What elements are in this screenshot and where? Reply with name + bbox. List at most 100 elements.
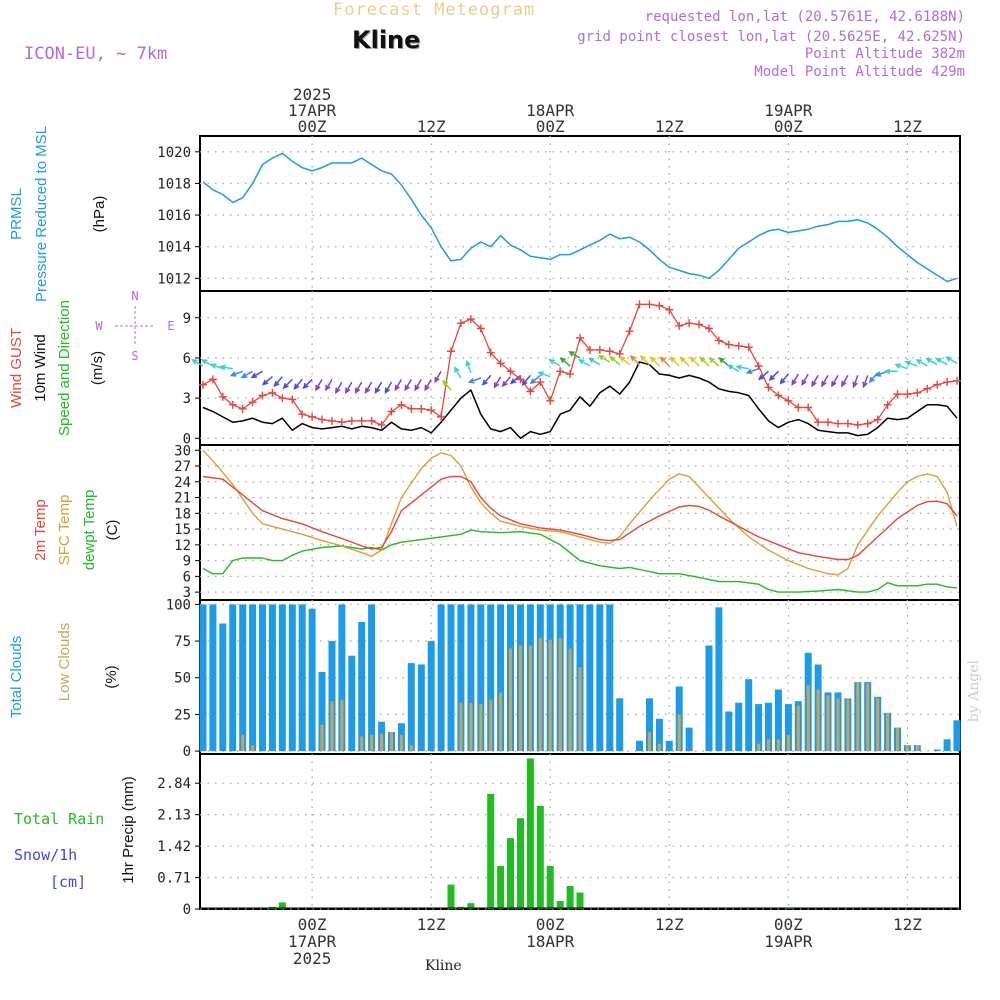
wind-direction-arrow — [779, 373, 789, 385]
low-cloud-bar — [469, 702, 473, 752]
wind-direction-arrow — [726, 364, 740, 372]
low-cloud-bar — [648, 732, 651, 752]
total-cloud-bar — [636, 740, 643, 752]
total-rain-label: Total Rain — [14, 810, 104, 828]
low-cloud-bar — [876, 698, 880, 752]
temperature-tick-label: 30 — [174, 443, 191, 459]
wind-gust-marker — [764, 383, 773, 392]
wind-direction-label: Speed and Direction — [56, 300, 73, 436]
rain-bar — [784, 908, 792, 909]
compass-cross — [115, 306, 155, 346]
total-cloud-bar — [467, 604, 475, 752]
low-cloud-bar — [370, 734, 374, 751]
total-cloud-bar — [437, 604, 445, 752]
wind-gust-marker — [923, 384, 932, 393]
wind-gust-marker — [437, 412, 446, 421]
wind-gust-marker — [337, 418, 346, 427]
wind-direction-arrow — [945, 356, 958, 364]
low-cloud-bar — [578, 667, 582, 752]
temp-unit-label: (C) — [104, 520, 121, 541]
clouds-unit-label: (%) — [103, 665, 120, 688]
rain-bar — [517, 818, 524, 909]
total-cloud-bar — [199, 604, 207, 752]
total-cloud-bar — [497, 604, 505, 752]
wind-direction-arrow — [250, 370, 263, 379]
wind-direction-arrow — [659, 356, 670, 367]
low-cloud-bar — [340, 699, 344, 751]
wind-direction-arrow — [757, 370, 769, 381]
wind-10m-label: 10m Wind — [32, 334, 49, 402]
low-cloud-bar — [786, 734, 790, 751]
wind-gust-marker — [208, 375, 217, 384]
wind-direction-arrow — [374, 381, 383, 395]
wind-direction-arrow — [521, 374, 531, 386]
wind-direction-arrow — [559, 357, 571, 367]
wind-gust-marker — [913, 388, 922, 397]
wind-gust-marker — [298, 410, 307, 419]
wind-gust-marker — [556, 367, 565, 376]
time-label-top: 00Z — [298, 117, 327, 136]
wind-gust-marker — [407, 404, 416, 413]
wind-direction-arrow — [597, 355, 611, 363]
total-cloud-bar — [348, 655, 356, 751]
pressure-line — [202, 152, 958, 283]
low-cloud-bar — [896, 727, 899, 752]
wind-gust-marker — [794, 403, 803, 412]
time-label-bottom: 19APR — [764, 932, 813, 951]
wind-direction-arrow — [335, 381, 343, 395]
wind-direction-arrow — [649, 356, 660, 367]
wind-gust-marker — [456, 319, 465, 328]
time-label-top: 19APR — [764, 101, 813, 120]
temperature-tick-label: 3 — [183, 585, 191, 601]
low-cloud-bar — [767, 739, 770, 751]
low-cloud-bar — [806, 685, 810, 752]
snow-label: Snow/1h — [14, 846, 77, 864]
wind-gust-marker — [585, 345, 594, 354]
low-cloud-bar — [836, 698, 840, 752]
wind-gust-marker — [903, 390, 912, 399]
clouds-tick-label: 50 — [174, 671, 191, 687]
wind-direction-arrow — [768, 370, 779, 382]
wind-direction-arrow — [481, 374, 492, 386]
low-cloud-bar — [489, 699, 493, 751]
wind-gust-marker — [953, 376, 962, 385]
wind-direction-arrow — [261, 376, 273, 386]
total-clouds-label: Total Clouds — [8, 636, 25, 719]
low-cloud-bar — [459, 702, 463, 752]
wind-gust-marker — [675, 321, 684, 330]
wind-direction-arrow — [904, 360, 918, 367]
pressure-panel — [195, 135, 961, 292]
wind-gust-marker — [506, 367, 515, 376]
low-cloud-bar — [519, 645, 522, 752]
wind-direction-arrow — [191, 359, 204, 367]
time-label-bottom: 12Z — [655, 915, 684, 934]
wind-direction-arrow — [493, 376, 502, 389]
wind-unit-label: (m/s) — [89, 351, 106, 385]
total-cloud-bar — [219, 623, 227, 752]
wind-gust-marker — [576, 333, 584, 342]
wind-direction-arrow — [735, 364, 749, 371]
wind-gust-marker — [824, 418, 833, 427]
wind-gust-marker — [863, 419, 872, 428]
temp-2m-label: 2m Temp — [32, 499, 49, 560]
wind-gust-marker — [695, 320, 704, 329]
pressure-tick-label: 1018 — [157, 176, 191, 192]
clouds-tick-label: 75 — [174, 634, 191, 650]
wind-direction-arrow — [801, 373, 809, 386]
wind-direction-arrow — [669, 356, 680, 367]
wind-gust-marker — [327, 416, 336, 425]
total-cloud-bar — [229, 604, 237, 752]
wind-direction-arrow — [639, 354, 651, 366]
wind-gust-marker — [248, 398, 257, 407]
total-cloud-bar — [646, 698, 653, 752]
wind-gust-marker — [268, 388, 277, 397]
wind-direction-arrow — [745, 367, 759, 375]
total-cloud-bar — [487, 604, 495, 752]
low-cloud-bar — [866, 683, 870, 752]
wind-tick-label: 3 — [183, 391, 191, 407]
wind-direction-arrow — [537, 371, 551, 378]
wind-direction-arrow — [831, 375, 839, 388]
time-label-top: 18APR — [526, 101, 575, 120]
total-cloud-bar — [328, 641, 336, 752]
time-label-top: 00Z — [774, 117, 803, 136]
